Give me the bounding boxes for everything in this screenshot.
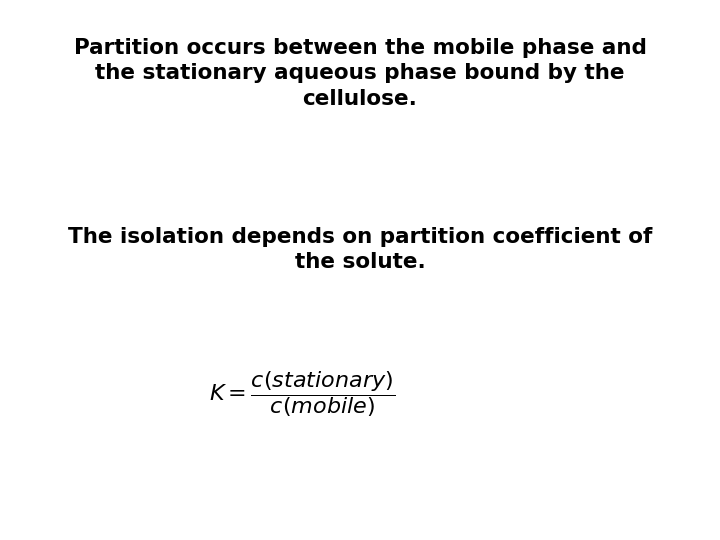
Text: Partition occurs between the mobile phase and
the stationary aqueous phase bound: Partition occurs between the mobile phas… — [73, 38, 647, 109]
Text: The isolation depends on partition coefficient of
the solute.: The isolation depends on partition coeff… — [68, 227, 652, 272]
Text: $K = \dfrac{c(stationary)}{c(mobile)}$: $K = \dfrac{c(stationary)}{c(mobile)}$ — [210, 369, 395, 419]
